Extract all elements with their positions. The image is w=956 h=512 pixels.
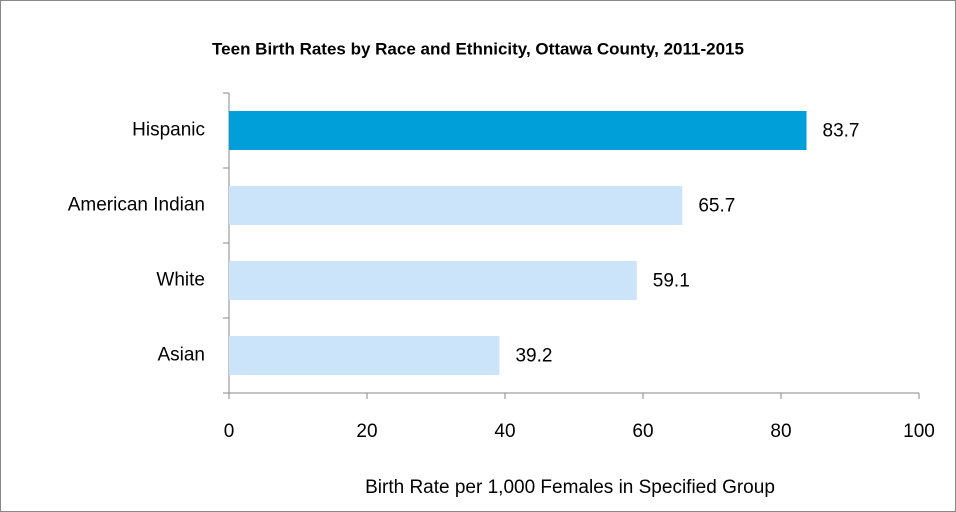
x-tick-label: 0 (224, 421, 235, 442)
y-tick-label: Hispanic (132, 120, 205, 141)
x-tick-label: 80 (770, 421, 791, 442)
x-tick-label: 20 (356, 421, 377, 442)
chart-title: Teen Birth Rates by Race and Ethnicity, … (212, 39, 744, 58)
bar (229, 111, 807, 150)
y-tick-label: White (156, 270, 205, 291)
value-label: 65.7 (698, 196, 735, 217)
bar (229, 261, 637, 300)
value-label: 39.2 (515, 346, 552, 367)
value-label: 83.7 (823, 121, 860, 142)
x-tick-label: 100 (903, 421, 935, 442)
x-axis-label: Birth Rate per 1,000 Females in Specifie… (365, 477, 775, 498)
bar (229, 336, 500, 375)
bar (229, 186, 683, 225)
y-tick-label: American Indian (68, 195, 205, 216)
x-tick-label: 60 (632, 421, 653, 442)
x-tick-label: 40 (494, 421, 515, 442)
y-tick-label: Asian (157, 345, 205, 366)
value-label: 59.1 (653, 271, 690, 292)
